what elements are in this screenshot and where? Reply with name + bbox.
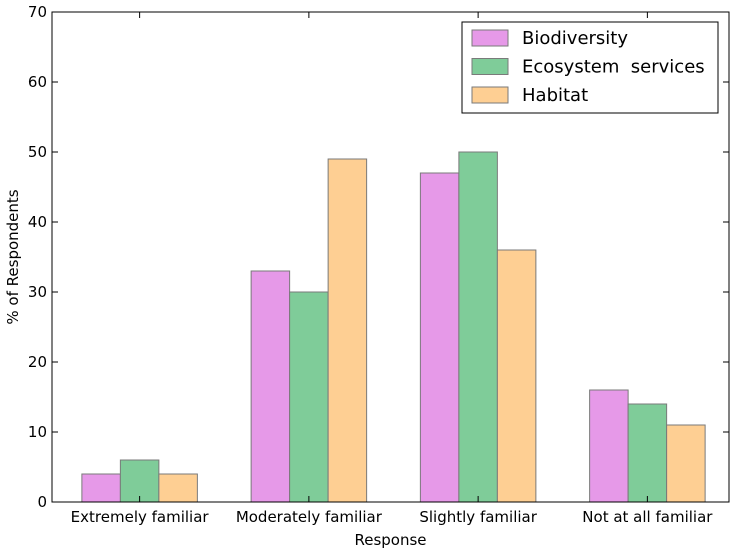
y-tick-label: 30 <box>28 283 47 301</box>
bar-biodiversity-2 <box>419 172 460 503</box>
bar-ecosystem-services-2 <box>458 151 498 503</box>
x-tick-label: Not at all familiar <box>582 508 713 526</box>
legend: Biodiversity Ecosystem services Habitat <box>461 21 719 114</box>
bar-ecosystem-services-1 <box>289 291 329 503</box>
legend-swatch <box>471 58 509 75</box>
legend-label: Biodiversity <box>522 28 628 49</box>
y-tick-label: 40 <box>28 213 47 231</box>
x-tick-label: Moderately familiar <box>236 508 383 526</box>
bar-biodiversity-1 <box>250 270 291 503</box>
x-tick-label: Extremely familiar <box>71 508 210 526</box>
legend-swatch <box>471 29 509 47</box>
bar-ecosystem-services-0 <box>119 459 160 503</box>
y-tick-label: 70 <box>28 3 47 21</box>
legend-label: Ecosystem services <box>522 57 705 78</box>
bar-biodiversity-3 <box>589 389 629 503</box>
y-axis-label: % of Respondents <box>4 189 22 324</box>
bars-layer <box>81 151 706 503</box>
x-tick-label: Slightly familiar <box>419 508 537 526</box>
x-axis-ticks: Extremely familiar Moderately familiar Sli… <box>71 12 713 526</box>
y-tick-label: 20 <box>28 353 47 371</box>
y-tick-label: 0 <box>37 493 47 511</box>
legend-swatch <box>471 86 509 104</box>
y-axis-ticks: 0 10 20 30 40 50 60 70 <box>28 3 729 511</box>
x-axis-label: Response <box>354 531 426 549</box>
bar-habitat-1 <box>327 158 368 503</box>
bar-habitat-3 <box>666 424 706 503</box>
bar-ecosystem-services-3 <box>627 403 668 503</box>
y-tick-label: 60 <box>28 73 47 91</box>
bar-biodiversity-0 <box>81 473 121 503</box>
plot-frame <box>51 11 730 503</box>
bar-habitat-0 <box>158 473 198 503</box>
y-tick-label: 50 <box>28 143 47 161</box>
legend-label: Habitat <box>522 85 588 106</box>
bar-habitat-2 <box>496 249 537 503</box>
y-tick-label: 10 <box>28 423 47 441</box>
